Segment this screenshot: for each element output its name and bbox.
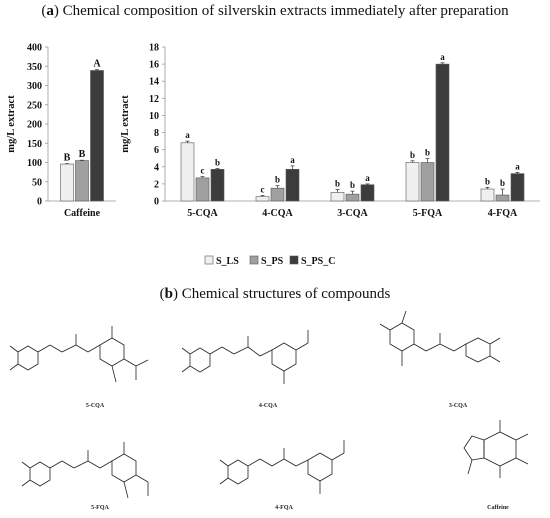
y-axis-label: mg/L extract	[6, 95, 17, 153]
significance-letter: b	[215, 157, 220, 167]
legend-swatch	[289, 255, 299, 265]
significance-letter: b	[410, 150, 415, 160]
x-tick-label: 5-CQA	[187, 208, 218, 219]
y-tick-label: 0	[37, 197, 42, 208]
x-tick-label: Caffeine	[64, 208, 101, 219]
significance-letter: b	[275, 175, 280, 185]
x-tick-label: 4-FQA	[488, 208, 518, 219]
y-tick-label: 150	[27, 139, 42, 150]
y-tick-label: 16	[149, 60, 159, 71]
y-tick-label: 4	[154, 162, 159, 173]
significance-letter: a	[440, 52, 445, 62]
section-b-letter: b	[164, 286, 173, 302]
y-tick-label: 200	[27, 120, 42, 131]
x-tick-label: 4-CQA	[262, 208, 293, 219]
significance-letter: B	[64, 153, 71, 164]
legend-swatch	[249, 255, 259, 265]
caffeine-chart: 0 50 100 150 200 250 300 350 400 mg/L extract B B A C…	[6, 43, 116, 219]
structure-caffeine	[463, 420, 529, 478]
significance-letter: a	[185, 130, 190, 140]
structure-5-fqa	[21, 442, 149, 499]
section-a-letter: a	[46, 3, 54, 19]
y-tick-label: 400	[27, 43, 42, 54]
structure-label-4-fqa: 4-FQA	[275, 505, 293, 511]
significance-letter: c	[261, 184, 265, 194]
y-axis-label: mg/L extract	[120, 95, 131, 153]
significance-letter: a	[290, 155, 295, 165]
significance-letter: a	[365, 173, 370, 183]
section-a-text: Chemical composition of silverskin extra…	[62, 3, 509, 19]
significance-letter: b	[350, 180, 355, 190]
y-tick-label: 6	[154, 145, 159, 156]
y-tick-label: 10	[149, 111, 159, 122]
structure-label-5-fqa: 5-FQA	[91, 505, 109, 511]
structure-label-caffeine: Caffeine	[487, 505, 509, 511]
structure-4-fqa	[219, 440, 345, 494]
y-tick-label: 100	[27, 158, 42, 169]
significance-letter: b	[485, 176, 490, 186]
y-tick-label: 50	[32, 177, 42, 188]
structure-3-cqa	[379, 310, 501, 366]
structure-label-3-cqa: 3-CQA	[449, 403, 468, 409]
x-tick-label: 5-FQA	[413, 208, 443, 219]
significance-letter: B	[79, 149, 86, 160]
structure-label-5-cqa: 5-CQA	[86, 403, 105, 409]
x-tick-label: 3-CQA	[337, 208, 368, 219]
legend-label: S_PS_C	[301, 256, 335, 267]
significance-letter: b	[335, 178, 340, 188]
legend-swatch	[204, 255, 214, 265]
y-tick-label: 8	[154, 128, 159, 139]
y-tick-label: 0	[154, 197, 159, 208]
y-tick-label: 2	[154, 179, 159, 190]
y-tick-label: 18	[149, 43, 159, 54]
significance-letter: c	[201, 166, 205, 176]
significance-letter: b	[425, 148, 430, 158]
structure-5-cqa	[9, 326, 149, 383]
chart-legend: S_LS S_PS S_PS_C	[204, 255, 335, 267]
legend-label: S_LS	[216, 256, 239, 267]
significance-letter: A	[93, 59, 101, 70]
significance-letter: a	[515, 161, 520, 171]
legend-label: S_PS	[261, 256, 284, 267]
structure-4-cqa	[181, 330, 309, 384]
section-b-title: (b) Chemical structures of compounds	[159, 286, 391, 302]
section-b-text: Chemical structures of compounds	[181, 286, 391, 302]
structure-label-4-cqa: 4-CQA	[259, 403, 278, 409]
y-tick-label: 12	[149, 94, 159, 105]
section-a-title: (a) Chemical composition of silverskin e…	[41, 3, 509, 19]
y-tick-label: 14	[149, 77, 159, 88]
y-tick-label: 350	[27, 62, 42, 73]
significance-letter: b	[500, 178, 505, 188]
y-tick-label: 250	[27, 100, 42, 111]
y-tick-label: 300	[27, 81, 42, 92]
